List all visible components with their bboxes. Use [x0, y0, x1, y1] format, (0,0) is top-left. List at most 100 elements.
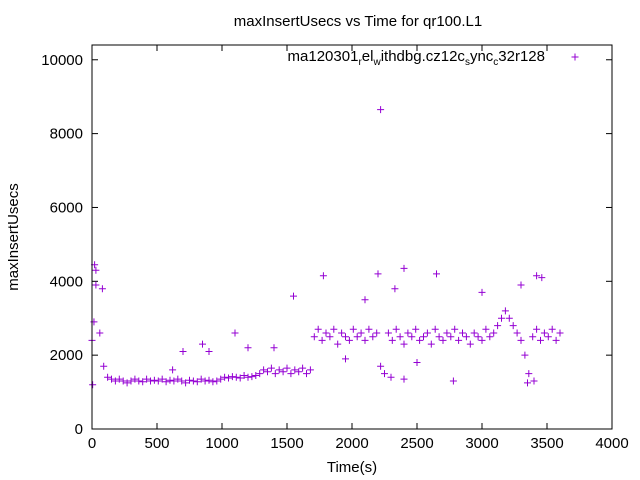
data-point [392, 325, 400, 333]
data-point [529, 333, 537, 341]
data-point [391, 285, 399, 293]
data-point [420, 333, 427, 341]
data-point [408, 333, 416, 341]
legend-subscript: s [465, 57, 470, 68]
data-point [498, 314, 505, 322]
data-point [287, 370, 295, 378]
data-point [400, 375, 408, 383]
data-point [252, 371, 260, 379]
data-point [231, 329, 239, 337]
data-point [100, 362, 108, 370]
data-point [92, 266, 100, 274]
data-point [447, 333, 455, 341]
data-point [433, 270, 440, 278]
data-point [387, 373, 395, 381]
data-point [517, 281, 525, 289]
data-point [400, 340, 408, 348]
data-point [400, 264, 408, 272]
data-point [482, 325, 490, 333]
data-point [225, 374, 232, 382]
data-point [306, 366, 314, 374]
data-point [236, 374, 244, 382]
legend-subscript: c [493, 57, 498, 68]
data-point [135, 377, 143, 385]
data-point [373, 329, 381, 337]
data-point [318, 336, 326, 344]
data-point [267, 364, 275, 372]
x-tick-label: 2500 [400, 435, 433, 452]
data-point [377, 106, 385, 114]
data-point [264, 368, 271, 376]
chart-title: maxInsertUsecs vs Time for qr100.L1 [234, 13, 482, 30]
data-point [530, 377, 538, 385]
data-point [537, 336, 544, 344]
data-point [290, 292, 297, 300]
data-point [199, 340, 206, 348]
data-point [353, 333, 361, 341]
data-point [131, 375, 139, 383]
data-point [494, 322, 502, 330]
data-point [221, 373, 229, 381]
legend: ma120301relwithdbg.cz12csyncc32r128 [288, 48, 579, 68]
x-tick-label: 3500 [530, 435, 563, 452]
data-point [275, 366, 283, 374]
data-point [295, 368, 303, 376]
data-point [143, 375, 151, 383]
data-point [455, 336, 463, 344]
data-point [299, 364, 307, 372]
data-point [158, 375, 166, 383]
legend-marker-icon [571, 53, 579, 61]
data-point [365, 325, 373, 333]
legend-text-part: el [362, 48, 374, 65]
x-tick-label: 3000 [465, 435, 498, 452]
data-point [540, 329, 548, 337]
data-point [431, 325, 439, 333]
data-point [260, 366, 268, 374]
data-point [201, 377, 209, 385]
data-point [270, 344, 278, 352]
legend-subscript: w [372, 57, 381, 68]
data-point [170, 377, 178, 385]
data-point [127, 377, 135, 385]
data-point [154, 377, 162, 385]
data-point [271, 370, 279, 378]
data-point [470, 329, 478, 337]
data-point [486, 333, 494, 341]
data-point [474, 333, 482, 341]
data-point [205, 376, 213, 384]
data-point [104, 373, 112, 381]
data-point [213, 377, 221, 385]
data-point [334, 340, 342, 348]
legend-label: ma120301relwithdbg.cz12csyncc32r128 [288, 48, 545, 68]
data-point [248, 373, 256, 381]
y-tick-label: 0 [75, 421, 83, 438]
plot-border [91, 44, 613, 430]
data-point [533, 272, 541, 280]
data-point [427, 340, 435, 348]
data-point [548, 325, 556, 333]
y-tick-label: 8000 [50, 126, 83, 143]
data-point [89, 381, 97, 389]
data-point [521, 351, 529, 359]
data-point [466, 340, 474, 348]
data-point [338, 329, 346, 337]
data-point [552, 336, 560, 344]
y-tick-label: 6000 [50, 199, 83, 216]
data-point [413, 359, 421, 367]
data-point [501, 307, 509, 315]
data-point [166, 376, 174, 384]
data-point [538, 274, 546, 282]
data-point [416, 336, 424, 344]
data-point [342, 355, 349, 363]
data-point [369, 333, 377, 341]
data-point [533, 325, 541, 333]
data-point [435, 333, 443, 341]
legend-text-part: ithdbg.cz12c [381, 48, 466, 65]
data-point [439, 336, 447, 344]
data-point [381, 370, 388, 378]
data-point [178, 377, 186, 385]
data-point [478, 336, 486, 344]
data-point [92, 281, 100, 289]
data-point [96, 329, 104, 337]
data-point [310, 333, 318, 341]
